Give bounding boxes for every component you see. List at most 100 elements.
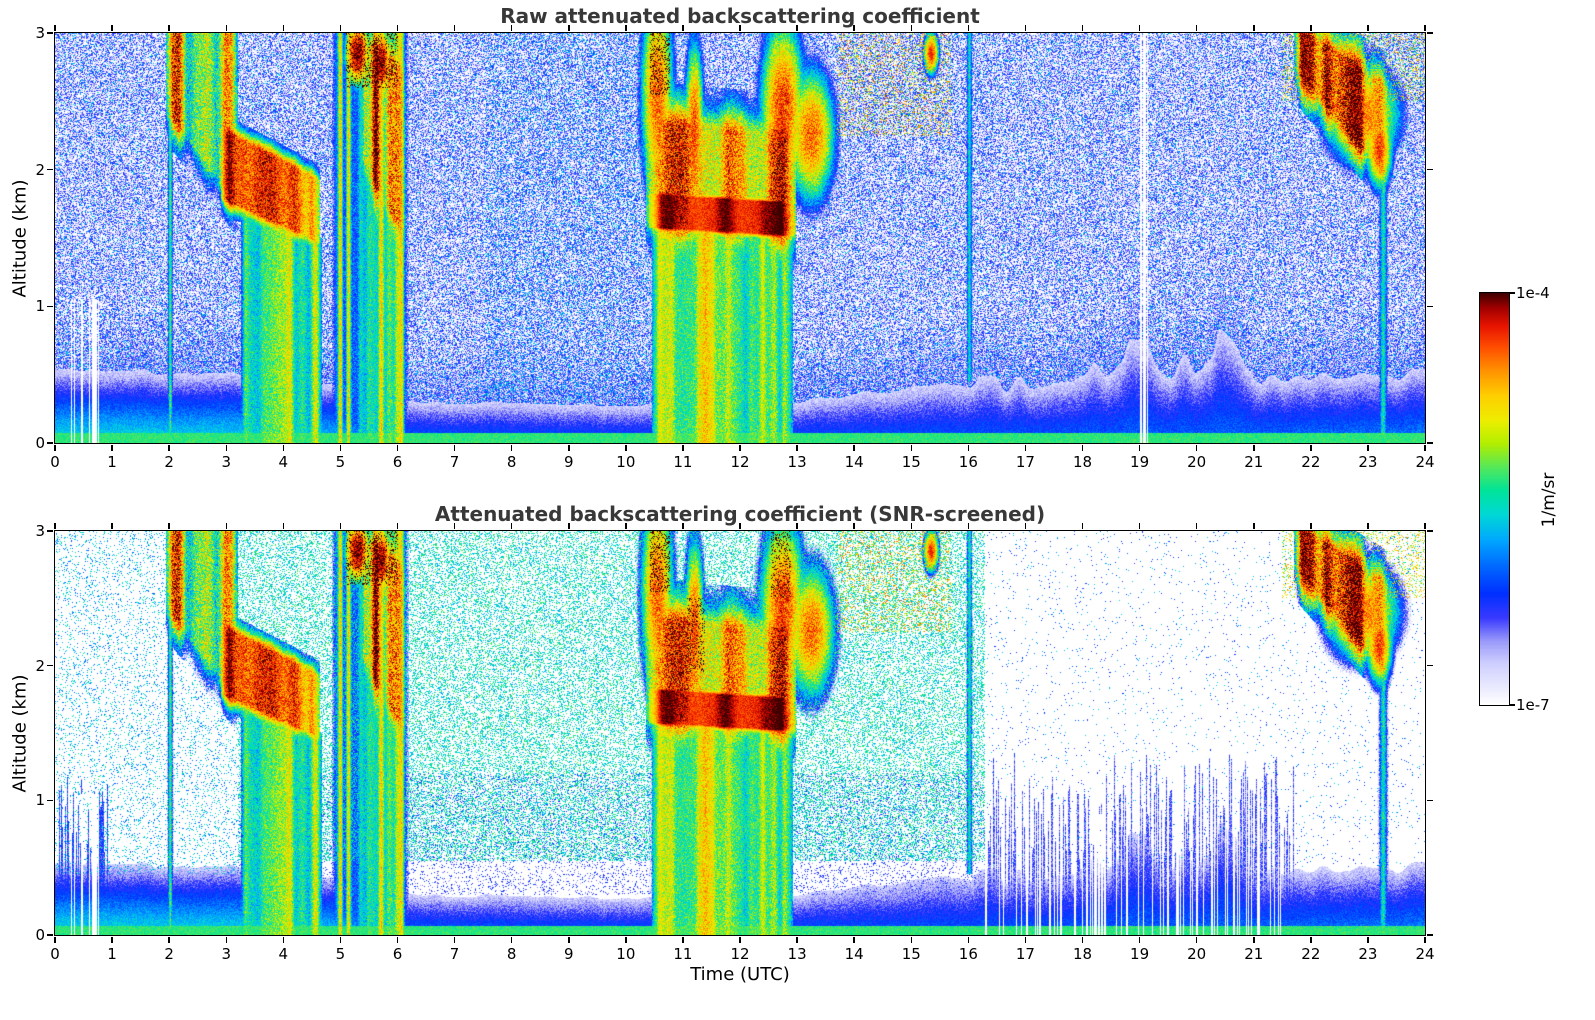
x-tick	[568, 937, 570, 943]
x-tick-label: 10	[616, 945, 636, 963]
x-tick	[1367, 937, 1369, 943]
x-tick	[739, 445, 741, 451]
y-tick	[47, 168, 53, 171]
y-tick	[47, 799, 53, 802]
x-tick	[568, 445, 570, 451]
x-tick-top	[339, 523, 342, 529]
x-tick-top	[510, 25, 513, 31]
x-tick	[1253, 937, 1255, 943]
x-tick-top	[111, 25, 113, 31]
y-tick	[47, 32, 53, 34]
x-tick-top	[1138, 25, 1141, 31]
x-tick-label: 8	[506, 945, 517, 963]
x-tick-label: 0	[50, 453, 60, 471]
x-tick	[1024, 937, 1027, 943]
x-tick-top	[1195, 25, 1198, 31]
x-tick-label: 6	[392, 453, 403, 471]
x-tick-label: 2	[164, 453, 174, 471]
x-tick-label: 21	[1244, 453, 1264, 471]
x-tick-label: 13	[787, 453, 807, 471]
x-tick-top	[1081, 523, 1084, 529]
x-tick	[853, 937, 855, 943]
y-tick-label: 3	[35, 522, 45, 540]
x-tick-label: 1	[107, 453, 117, 471]
x-tick	[1367, 445, 1369, 451]
x-tick-label: 12	[730, 945, 750, 963]
x-tick-top	[967, 523, 970, 529]
x-tick-top	[625, 523, 627, 529]
x-tick-label: 6	[392, 945, 403, 963]
x-tick	[168, 445, 170, 451]
x-tick	[739, 937, 741, 943]
x-tick-top	[453, 25, 456, 31]
x-tick-top	[396, 25, 399, 31]
x-tick-top	[282, 25, 285, 31]
x-tick-label: 12	[730, 453, 750, 471]
panel-screened-title: Attenuated backscattering coefficient (S…	[434, 502, 1046, 526]
y-tick	[47, 934, 53, 936]
x-tick	[910, 445, 912, 451]
y-tick-right	[1427, 664, 1433, 667]
x-tick-label: 14	[844, 453, 864, 471]
y-tick	[47, 664, 53, 667]
x-tick-label: 24	[1415, 453, 1435, 471]
x-tick-label: 5	[335, 453, 346, 471]
y-tick-right	[1427, 799, 1433, 802]
x-tick	[54, 937, 56, 943]
y-tick-right	[1427, 32, 1433, 34]
x-tick	[1253, 445, 1255, 451]
x-tick-top	[1424, 523, 1426, 529]
colorbar-max-label: 1e-4	[1516, 284, 1550, 302]
y-tick-right	[1427, 305, 1433, 308]
x-tick-label: 9	[563, 945, 574, 963]
x-tick	[967, 445, 970, 451]
y-tick-label: 0	[35, 434, 45, 452]
x-tick-label: 13	[787, 945, 807, 963]
x-tick-label: 21	[1244, 945, 1264, 963]
colorbar-tick-bottom	[1510, 704, 1515, 706]
x-tick-label: 20	[1187, 945, 1207, 963]
x-tick-top	[168, 523, 170, 529]
x-tick	[339, 445, 342, 451]
x-tick	[796, 445, 798, 451]
x-tick-label: 23	[1358, 453, 1378, 471]
y-tick-label: 2	[35, 656, 45, 675]
x-tick	[225, 445, 227, 451]
x-tick-top	[339, 25, 342, 31]
colorbar-unit-label: 1/m/sr	[1539, 472, 1559, 528]
x-tick-label: 17	[1015, 945, 1035, 963]
x-tick	[1138, 937, 1141, 943]
x-tick-top	[168, 25, 170, 31]
x-tick-top	[910, 25, 912, 31]
x-tick	[510, 445, 513, 451]
x-tick	[453, 937, 456, 943]
x-tick-top	[1367, 25, 1369, 31]
x-tick-label: 7	[449, 453, 460, 471]
x-tick-label: 22	[1301, 945, 1321, 963]
panel-screened-plot	[54, 530, 1426, 936]
x-tick-label: 4	[278, 945, 289, 963]
x-tick-top	[225, 523, 227, 529]
x-tick-label: 9	[563, 453, 574, 471]
y-tick-right	[1427, 442, 1433, 444]
x-tick	[1424, 445, 1426, 451]
x-tick-label: 3	[221, 453, 232, 471]
x-tick	[625, 937, 627, 943]
x-tick-top	[510, 523, 513, 529]
y-tick-right	[1427, 168, 1433, 171]
x-tick	[54, 445, 56, 451]
colorbar	[1479, 292, 1510, 706]
y-tick	[47, 305, 53, 308]
x-tick-label: 10	[616, 453, 636, 471]
x-tick	[1310, 445, 1312, 451]
x-tick-top	[1424, 25, 1426, 31]
x-tick-label: 11	[673, 453, 693, 471]
x-tick	[625, 445, 627, 451]
x-tick	[111, 937, 113, 943]
x-tick-top	[568, 25, 570, 31]
x-tick-top	[967, 25, 970, 31]
x-tick	[682, 937, 684, 943]
y-tick	[47, 530, 53, 532]
x-tick-top	[1024, 25, 1027, 31]
x-tick	[111, 445, 113, 451]
